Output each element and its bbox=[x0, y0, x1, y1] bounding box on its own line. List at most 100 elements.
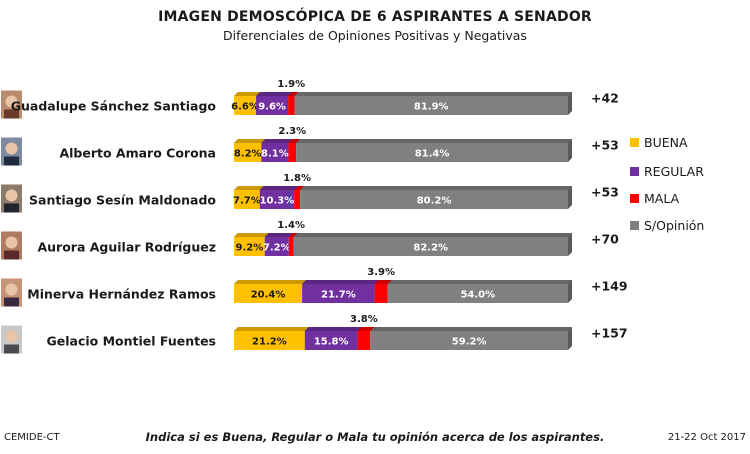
data-label-regular: 21.7% bbox=[321, 290, 356, 301]
bar-top-regular bbox=[302, 280, 379, 284]
bar-segment-buena bbox=[234, 96, 257, 115]
bar-top-mala bbox=[288, 139, 301, 143]
net-difference-label: +42 bbox=[591, 91, 619, 106]
bar-top-sopinion bbox=[293, 233, 572, 237]
bar-segment-regular bbox=[256, 96, 289, 115]
bar-segment-regular bbox=[302, 284, 375, 303]
bar-segment-regular bbox=[264, 237, 289, 256]
data-label-mala: 2.3% bbox=[278, 126, 306, 137]
legend-entry-buena: BUENA bbox=[644, 135, 688, 150]
candidate-name: Alberto Amaro Corona bbox=[59, 146, 216, 161]
legend-swatch-buena bbox=[630, 138, 639, 147]
bar-segment-sopinion bbox=[387, 284, 568, 303]
data-label-buena: 6.6% bbox=[231, 102, 259, 113]
candidate-avatar bbox=[1, 90, 22, 119]
bar-segment-regular bbox=[304, 331, 358, 350]
data-label-sopinion: 80.2% bbox=[417, 196, 452, 207]
legend-swatch-mala bbox=[630, 194, 639, 203]
bar-segment-mala bbox=[288, 96, 295, 115]
bar-top-regular bbox=[256, 92, 293, 96]
data-label-mala: 1.8% bbox=[283, 173, 311, 184]
bar-top-buena bbox=[234, 327, 309, 331]
candidate-avatar bbox=[1, 137, 22, 166]
bar-top-mala bbox=[288, 233, 298, 237]
bar-top-sopinion bbox=[300, 186, 572, 190]
data-label-buena: 20.4% bbox=[251, 290, 286, 301]
bar-segment-buena bbox=[234, 143, 262, 162]
data-label-sopinion: 54.0% bbox=[460, 290, 495, 301]
survey-question: Indica si es Buena, Regular o Mala tu op… bbox=[145, 430, 605, 444]
candidate-avatar bbox=[1, 184, 22, 213]
bar-top-regular bbox=[264, 233, 293, 237]
bar-segment-mala bbox=[357, 331, 371, 350]
source-label: CEMIDE-CT bbox=[4, 432, 60, 443]
data-label-regular: 15.8% bbox=[314, 337, 349, 348]
bar-segment-sopinion bbox=[370, 331, 568, 350]
data-label-sopinion: 59.2% bbox=[452, 337, 487, 348]
data-label-regular: 8.1% bbox=[261, 149, 289, 160]
bar-segment-regular bbox=[259, 190, 295, 209]
bar-top-buena bbox=[234, 186, 264, 190]
bar-top-sopinion bbox=[387, 280, 572, 284]
bar-segment-regular bbox=[261, 143, 289, 162]
net-difference-label: +149 bbox=[591, 279, 628, 294]
data-label-mala: 1.9% bbox=[277, 79, 305, 90]
bar-segment-sopinion bbox=[293, 237, 568, 256]
bar-top-buena bbox=[234, 92, 261, 96]
data-label-regular: 9.6% bbox=[258, 102, 286, 113]
legend-entry-regular: REGULAR bbox=[644, 164, 704, 179]
legend-entry-sopinion: S/Opinión bbox=[644, 218, 704, 233]
candidate-name: Aurora Aguilar Rodríguez bbox=[37, 240, 216, 255]
survey-date: 21-22 Oct 2017 bbox=[667, 432, 746, 443]
bar-top-mala bbox=[294, 186, 305, 190]
data-label-regular: 10.3% bbox=[260, 196, 295, 207]
data-label-regular: 7.2% bbox=[263, 243, 291, 254]
legend-swatch-regular bbox=[630, 167, 639, 176]
bar-segment-mala bbox=[374, 284, 388, 303]
bar-top-mala bbox=[288, 92, 299, 96]
data-label-sopinion: 81.9% bbox=[414, 102, 449, 113]
bar-top-regular bbox=[259, 186, 299, 190]
data-label-sopinion: 82.2% bbox=[413, 243, 448, 254]
candidate-avatar bbox=[1, 231, 22, 260]
bar-segment-buena bbox=[234, 284, 303, 303]
candidate-name: Gelacio Montiel Fuentes bbox=[47, 334, 216, 349]
bar-segment-sopinion bbox=[294, 96, 568, 115]
bar-top-buena bbox=[234, 233, 269, 237]
bar-top-regular bbox=[304, 327, 362, 331]
data-label-buena: 7.7% bbox=[233, 196, 261, 207]
bar-segment-buena bbox=[234, 237, 265, 256]
data-label-buena: 21.2% bbox=[252, 337, 287, 348]
bar-top-mala bbox=[374, 280, 392, 284]
stacked-bar-chart: Guadalupe Sánchez Santiago 6.6% 9.6% 1.9% 81… bbox=[1, 79, 704, 354]
candidate-name: Minerva Hernández Ramos bbox=[27, 287, 216, 302]
bar-top-regular bbox=[261, 139, 293, 143]
net-difference-label: +53 bbox=[591, 138, 619, 153]
bar-segment-sopinion bbox=[296, 143, 568, 162]
candidate-avatar bbox=[1, 325, 22, 354]
net-difference-label: +53 bbox=[591, 185, 619, 200]
bar-top-mala bbox=[357, 327, 375, 331]
data-label-mala: 3.9% bbox=[367, 267, 395, 278]
bar-segment-sopinion bbox=[300, 190, 568, 209]
bar-segment-mala bbox=[288, 237, 294, 256]
chart-subtitle: Diferenciales de Opiniones Positivas y N… bbox=[223, 28, 527, 43]
data-label-mala: 3.8% bbox=[350, 314, 378, 325]
candidate-name: Guadalupe Sánchez Santiago bbox=[11, 99, 217, 114]
bar-segment-buena bbox=[234, 331, 305, 350]
legend-swatch-sopinion bbox=[630, 221, 639, 230]
net-difference-label: +70 bbox=[591, 232, 619, 247]
bar-top-sopinion bbox=[296, 139, 572, 143]
bar-top-buena bbox=[234, 280, 307, 284]
legend-entry-mala: MALA bbox=[644, 191, 680, 206]
bar-segment-mala bbox=[294, 190, 301, 209]
bar-segment-mala bbox=[288, 143, 297, 162]
candidate-avatar bbox=[1, 278, 22, 307]
bar-segment-buena bbox=[234, 190, 260, 209]
data-label-sopinion: 81.4% bbox=[415, 149, 450, 160]
bar-top-sopinion bbox=[370, 327, 572, 331]
candidate-name: Santiago Sesín Maldonado bbox=[29, 193, 216, 208]
data-label-mala: 1.4% bbox=[277, 220, 305, 231]
data-label-buena: 9.2% bbox=[235, 243, 263, 254]
bar-top-buena bbox=[234, 139, 266, 143]
